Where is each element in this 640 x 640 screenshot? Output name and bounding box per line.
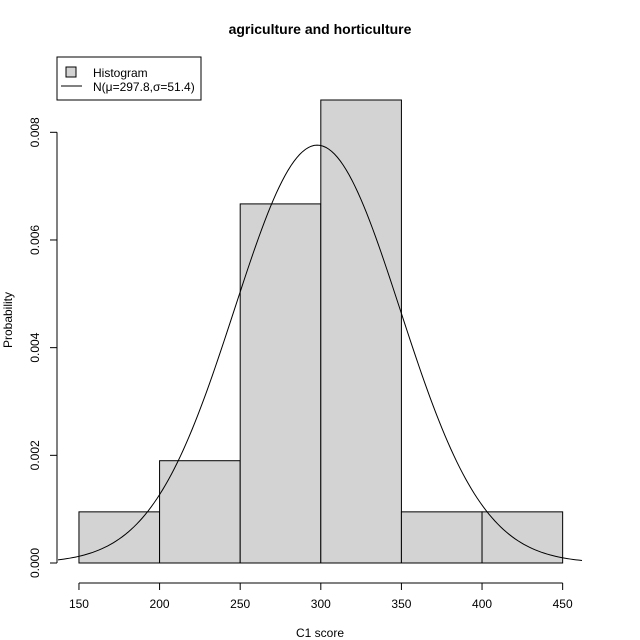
histogram-bar-1 (159, 460, 241, 564)
y-tick-label-4: 0.008 (28, 117, 42, 147)
x-tick-label-4: 350 (391, 597, 411, 611)
y-axis: 0.000 0.002 0.004 0.006 0.008 (28, 117, 58, 578)
x-tick-label-0: 150 (69, 597, 89, 611)
legend-curve-label: N(μ=297.8,σ=51.4) (93, 80, 195, 94)
legend-box (56, 56, 202, 101)
y-tick-label-3: 0.006 (28, 225, 42, 255)
y-tick-label-2: 0.004 (28, 332, 42, 362)
histogram-bar-2 (239, 203, 322, 564)
legend-histogram-swatch (65, 66, 77, 78)
legend-histogram-label: Histogram (93, 66, 148, 80)
histogram-bar-0 (78, 511, 161, 564)
x-axis: 150 200 250 300 350 400 450 (69, 582, 573, 611)
histogram-bar-3 (320, 99, 402, 564)
y-tick-label-1: 0.002 (28, 440, 42, 470)
x-tick-label-2: 250 (230, 597, 250, 611)
curve-layer (57, 144, 583, 561)
x-tick-label-3: 300 (311, 597, 331, 611)
bars-layer (78, 99, 564, 564)
x-tick-label-5: 400 (472, 597, 492, 611)
y-axis-label: Probability (1, 292, 15, 348)
histogram-bar-4 (400, 511, 483, 564)
y-tick-label-0: 0.000 (28, 548, 42, 578)
chart-title: agriculture and horticulture (229, 21, 412, 37)
x-axis-label: C1 score (296, 626, 344, 640)
x-tick-label-1: 200 (150, 597, 170, 611)
x-tick-label-6: 450 (553, 597, 573, 611)
legend: Histogram N(μ=297.8,σ=51.4) (56, 56, 202, 101)
normal-density-curve (57, 144, 583, 561)
